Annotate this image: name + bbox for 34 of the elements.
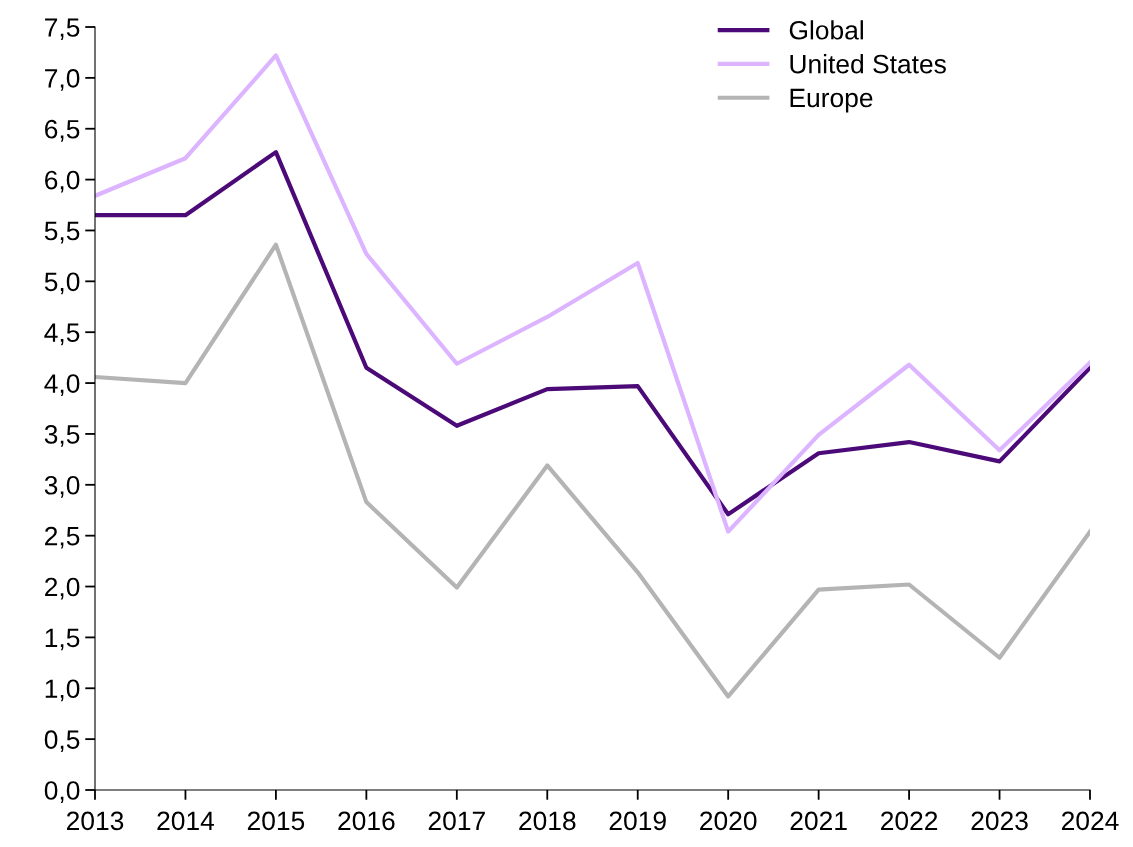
x-tick-label: 2021 <box>790 811 847 831</box>
y-tick-label: 2,5 <box>45 526 80 549</box>
y-tick-label: 7,5 <box>45 18 80 40</box>
y-tick-label: 6,5 <box>45 119 80 142</box>
x-tick-label: 2024 <box>1061 811 1119 831</box>
y-tick-label: 2,0 <box>45 577 80 600</box>
y-tick-label: 1,5 <box>45 628 80 651</box>
legend-label: United States <box>790 54 946 74</box>
x-tick-label: 2014 <box>157 811 215 831</box>
y-tick-label: 1,0 <box>45 679 80 702</box>
y-tick-label: 4,5 <box>44 323 80 346</box>
x-tick-label: 2016 <box>338 811 395 831</box>
line-series <box>95 53 1090 534</box>
line-series <box>95 150 1090 517</box>
legend-label: Europe <box>790 88 873 113</box>
y-tick-label: 5,0 <box>44 272 80 295</box>
y-tick-label: 7,0 <box>45 69 80 91</box>
y-tick-label: 5,5 <box>44 221 80 244</box>
x-tick-label: 2015 <box>247 811 305 831</box>
y-tick-label: 0,5 <box>44 730 80 753</box>
y-tick-label: 3,0 <box>44 475 80 498</box>
x-tick-label: 2020 <box>700 811 757 831</box>
x-tick-label: 2019 <box>609 811 666 831</box>
x-tick-label: 2013 <box>66 811 124 831</box>
x-tick-label: 2023 <box>971 811 1028 831</box>
y-tick-label: 0,0 <box>44 781 80 803</box>
legend-label: Global <box>789 20 863 40</box>
x-tick-label: 2017 <box>428 811 485 831</box>
y-tick-label: 6,0 <box>45 170 80 193</box>
y-tick-label: 3,5 <box>44 425 80 447</box>
line-series <box>95 242 1090 699</box>
x-tick-label: 2018 <box>519 811 576 831</box>
x-tick-label: 2022 <box>881 811 938 831</box>
y-tick-label: 4,0 <box>44 374 80 397</box>
